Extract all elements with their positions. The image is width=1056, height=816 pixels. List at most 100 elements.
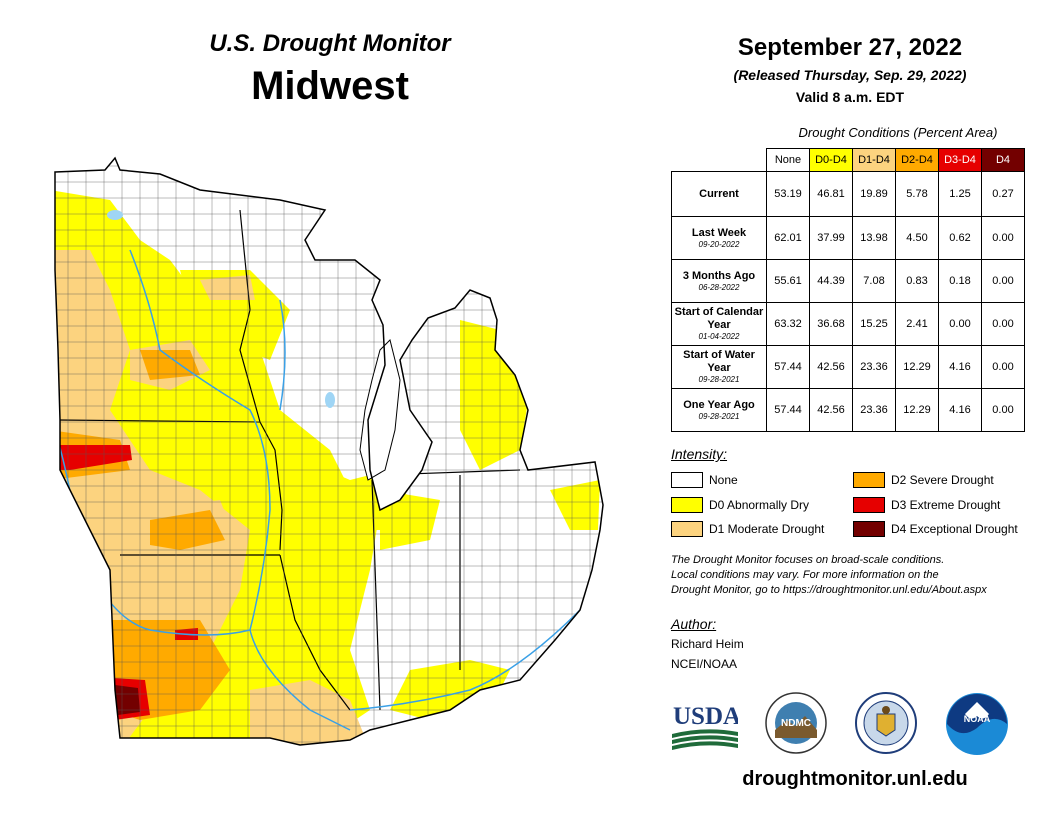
table-cell: 44.39 xyxy=(809,259,853,303)
legend-swatch xyxy=(671,472,703,488)
row-label-text: Current xyxy=(699,187,739,200)
table-row: One Year Ago 09-28-2021 57.44 42.56 23.36 12.… xyxy=(671,388,1025,432)
legend-item-d1: D1 Moderate Drought xyxy=(671,521,824,537)
row-label-date: 09-20-2022 xyxy=(698,239,740,249)
table-cell: 63.32 xyxy=(766,302,810,346)
legend-item-d0: D0 Abnormally Dry xyxy=(671,497,809,513)
d4-area-missouri-sw xyxy=(115,685,140,715)
release-date: (Released Thursday, Sep. 29, 2022) xyxy=(733,67,967,83)
row-label-date: 01-04-2022 xyxy=(698,332,740,341)
table-body: Current 53.19 46.81 19.89 5.78 1.25 0.27 Last W… xyxy=(671,171,1025,432)
disclaimer-note: The Drought Monitor focuses on broad-sca… xyxy=(671,553,1041,598)
header-blank xyxy=(672,149,767,172)
drought-map xyxy=(54,156,604,746)
author-organization: NCEI/NOAA xyxy=(671,657,738,671)
table-cell: 2.41 xyxy=(895,302,939,346)
legend-label: D2 Severe Drought xyxy=(891,473,994,487)
region-outline xyxy=(54,156,604,746)
legend-swatch xyxy=(853,497,885,513)
table-cell: 57.44 xyxy=(766,388,810,432)
col-header-d2-d4: D2-D4 xyxy=(895,148,939,172)
table-header-row: None D0-D4 D1-D4 D2-D4 D3-D4 D4 xyxy=(672,148,1025,172)
table-cell: 4.16 xyxy=(938,388,982,432)
col-header-d1-d4: D1-D4 xyxy=(852,148,896,172)
legend-swatch xyxy=(671,497,703,513)
table-cell: 36.68 xyxy=(809,302,853,346)
table-cell: 4.50 xyxy=(895,216,939,260)
legend-label: None xyxy=(709,473,738,487)
col-header-none: None xyxy=(766,148,810,172)
table-cell: 23.36 xyxy=(852,388,896,432)
row-label-text: One Year Ago xyxy=(683,398,755,411)
legend-item-none: None xyxy=(671,472,738,488)
legend-label: D4 Exceptional Drought xyxy=(891,522,1018,536)
row-label-date: 09-28-2021 xyxy=(698,375,740,384)
table-cell: 57.44 xyxy=(766,345,810,389)
commerce-seal xyxy=(855,692,917,754)
row-label: One Year Ago 09-28-2021 xyxy=(671,388,767,432)
legend-title: Intensity: xyxy=(671,446,728,462)
legend-item-d3: D3 Extreme Drought xyxy=(853,497,1000,513)
table-cell: 37.99 xyxy=(809,216,853,260)
website-url[interactable]: droughtmonitor.unl.edu xyxy=(742,768,968,790)
table-cell: 0.00 xyxy=(981,216,1025,260)
legend-swatch xyxy=(853,521,885,537)
map-date: September 27, 2022 xyxy=(737,34,963,61)
table-cell: 0.27 xyxy=(981,171,1025,217)
table-cell: 0.00 xyxy=(938,302,982,346)
noaa-logo-text: NOAA xyxy=(964,714,991,724)
d0-area-ohio-east xyxy=(550,480,600,530)
valid-time: Valid 8 a.m. EDT xyxy=(795,89,905,105)
table-row: Start of Water Year 09-28-2021 57.44 42.56 2… xyxy=(671,345,1025,389)
row-label-text: Start of Calendar Year xyxy=(674,306,764,331)
table-cell: 12.29 xyxy=(895,388,939,432)
lake xyxy=(107,210,123,220)
legend-swatch xyxy=(853,472,885,488)
table-cell: 42.56 xyxy=(809,388,853,432)
table-cell: 46.81 xyxy=(809,171,853,217)
table-cell: 4.16 xyxy=(938,345,982,389)
col-header-d3-d4: D3-D4 xyxy=(938,148,982,172)
note-line: Drought Monitor, go to https://droughtmo… xyxy=(671,584,987,596)
legend-label: D3 Extreme Drought xyxy=(891,498,1001,512)
usda-logo-text: USDA xyxy=(673,703,738,730)
d3-area-iowa-west xyxy=(55,445,132,470)
author-heading: Author: xyxy=(671,616,717,632)
usda-logo: USDA xyxy=(672,703,738,750)
row-label-date: 06-28-2022 xyxy=(698,282,740,292)
table-cell: 15.25 xyxy=(852,302,896,346)
table-cell: 1.25 xyxy=(938,171,982,217)
note-line: Local conditions may vary. For more info… xyxy=(671,569,939,581)
legend-label: D0 Abnormally Dry xyxy=(709,498,810,512)
lake-michigan xyxy=(359,339,401,481)
table-cell: 0.83 xyxy=(895,259,939,303)
table-row: Current 53.19 46.81 19.89 5.78 1.25 0.27 xyxy=(671,171,1025,217)
table-cell: 53.19 xyxy=(766,171,810,217)
table-cell: 42.56 xyxy=(809,345,853,389)
row-label: 3 Months Ago 06-28-2022 xyxy=(671,259,767,303)
row-label: Start of Calendar Year 01-04-2022 xyxy=(671,302,767,346)
table-cell: 19.89 xyxy=(852,171,896,217)
legend-item-d2: D2 Severe Drought xyxy=(853,472,994,488)
table-cell: 23.36 xyxy=(852,345,896,389)
table-cell: 0.00 xyxy=(981,302,1025,346)
map-title: Midwest xyxy=(251,64,409,108)
note-line: The Drought Monitor focuses on broad-sca… xyxy=(671,554,945,566)
table-cell: 0.62 xyxy=(938,216,982,260)
lake xyxy=(325,392,335,408)
table-cell: 13.98 xyxy=(852,216,896,260)
map-subtitle: U.S. Drought Monitor xyxy=(209,30,451,57)
drought-conditions-table: None D0-D4 D1-D4 D2-D4 D3-D4 D4 Current 5… xyxy=(671,148,1025,432)
d2-area-iowa xyxy=(150,510,225,550)
ndmc-logo-text: NDMC xyxy=(781,718,811,729)
legend-swatch xyxy=(671,521,703,537)
row-label: Current xyxy=(671,171,767,217)
row-label: Last Week 09-20-2022 xyxy=(671,216,767,260)
ndmc-logo: NDMC xyxy=(765,692,827,754)
row-label-text: Start of Water Year xyxy=(683,349,755,374)
legend-label: D1 Moderate Drought xyxy=(709,522,825,536)
table-caption: Drought Conditions (Percent Area) xyxy=(798,125,998,140)
row-label-text: Last Week xyxy=(691,226,747,239)
table-cell: 0.00 xyxy=(981,345,1025,389)
col-header-d4: D4 xyxy=(981,148,1025,172)
